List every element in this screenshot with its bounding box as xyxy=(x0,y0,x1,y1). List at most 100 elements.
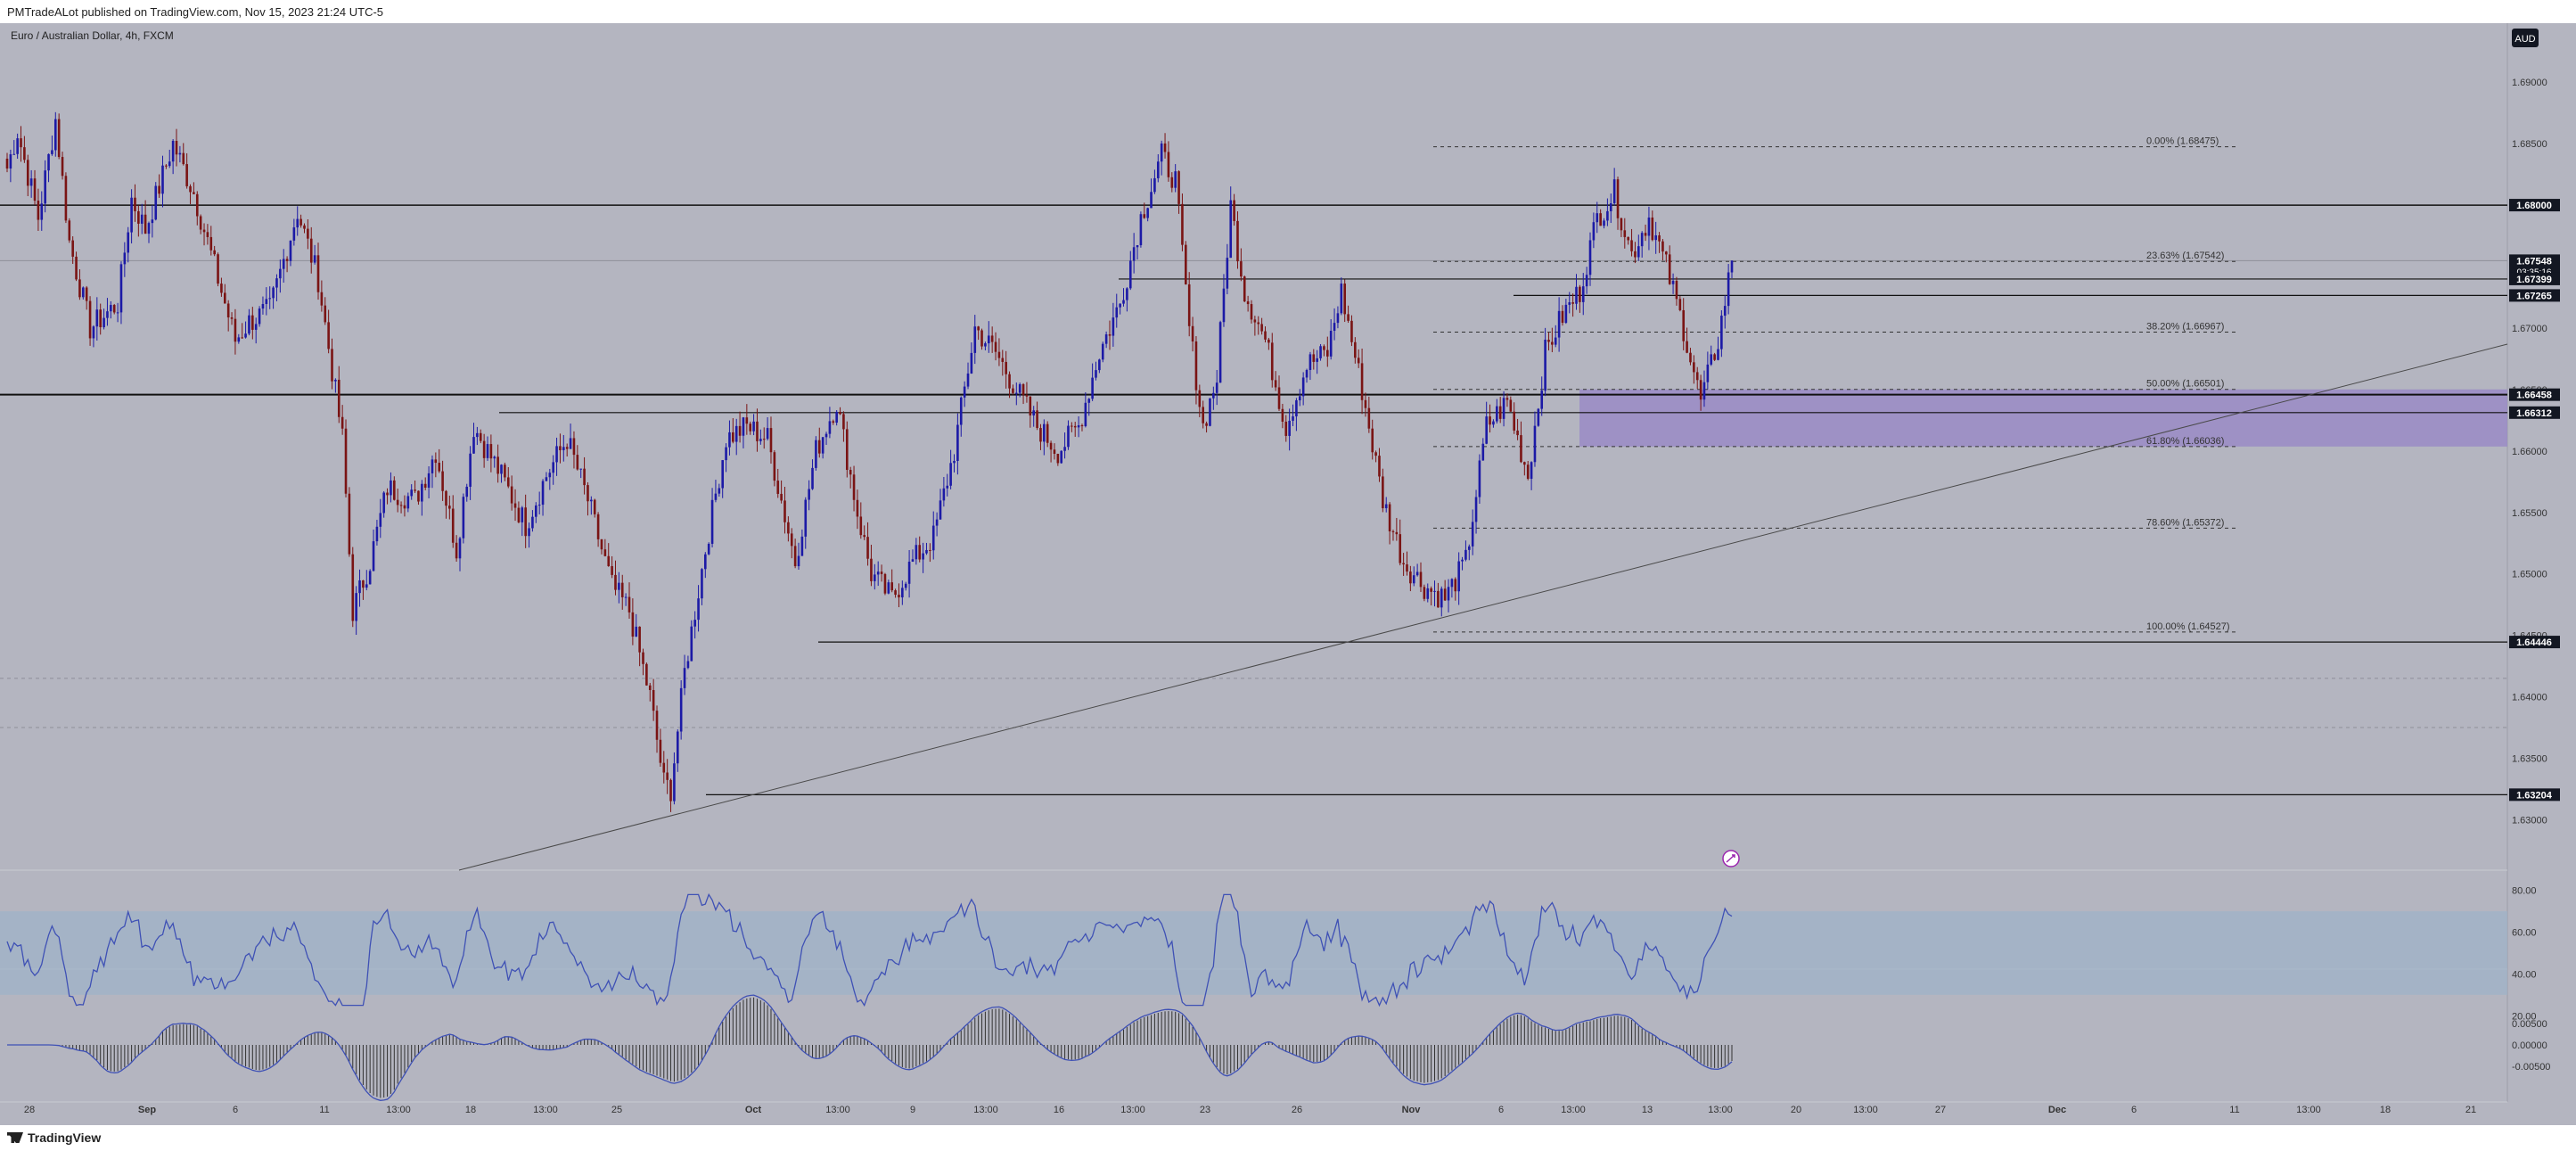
time-tick-label: 16 xyxy=(1054,1105,1064,1115)
macd-tick-label: 0.00000 xyxy=(2512,1040,2547,1051)
candle-body xyxy=(1326,349,1329,357)
candle-body xyxy=(244,333,247,338)
candle-body xyxy=(1671,280,1675,284)
candle-body xyxy=(1112,317,1115,336)
currency-button[interactable]: AUD xyxy=(2512,29,2539,47)
candle-body xyxy=(559,446,562,450)
candle-body xyxy=(537,505,541,506)
fib-level-label: 100.00% (1.64527) xyxy=(2146,621,2230,632)
candle-body xyxy=(504,465,506,478)
candle-body xyxy=(970,352,973,374)
candle-body xyxy=(1163,143,1167,152)
candle-body xyxy=(1430,588,1432,592)
candle-body xyxy=(1544,340,1546,391)
candle-body xyxy=(1025,394,1029,397)
candle-body xyxy=(234,318,237,342)
candle-body xyxy=(1415,571,1419,576)
publish-header: PMTradeALot published on TradingView.com… xyxy=(0,0,2576,24)
price-badge xyxy=(2509,788,2560,802)
candle-body xyxy=(119,264,123,313)
candle-body xyxy=(355,593,357,621)
tradingview-logo: TradingView xyxy=(7,1130,101,1145)
candle-body xyxy=(821,437,824,454)
candle-body xyxy=(1136,244,1139,248)
candle-body xyxy=(351,554,355,621)
candle-body xyxy=(296,218,299,228)
candle-body xyxy=(1557,310,1561,338)
candle-body xyxy=(1409,571,1412,584)
sync-icon[interactable] xyxy=(1722,850,1740,867)
candle-body xyxy=(123,252,127,265)
candle-body xyxy=(44,170,46,204)
candle-body xyxy=(759,439,762,441)
candle-body xyxy=(1218,322,1222,383)
candle-body xyxy=(1198,390,1202,407)
candle-body xyxy=(1374,452,1377,456)
price-badge-label: 1.68000 xyxy=(2516,201,2552,211)
candle-body xyxy=(1015,392,1018,394)
candle-body xyxy=(977,326,980,331)
candle-body xyxy=(1350,320,1353,342)
candle-body xyxy=(1447,587,1450,601)
price-chart[interactable]: 0.00% (1.68475) 23.63% (1.67542) 38.20% (1… xyxy=(0,23,2576,1125)
candle-body xyxy=(161,165,164,194)
candle-body xyxy=(925,549,928,554)
candle-body xyxy=(662,762,666,773)
candle-body xyxy=(701,569,703,599)
candle-body xyxy=(756,421,759,441)
candle-body xyxy=(666,772,669,780)
candle-body xyxy=(1461,559,1464,562)
fib-level-label: 23.63% (1.67542) xyxy=(2146,251,2224,261)
candle-body xyxy=(1122,300,1125,304)
candle-body xyxy=(1474,497,1478,522)
candle-body xyxy=(185,164,188,186)
candle-body xyxy=(1678,299,1682,310)
candle-body xyxy=(1323,346,1325,350)
candle-body xyxy=(579,468,583,470)
candle-body xyxy=(165,165,168,167)
candle-body xyxy=(780,493,783,501)
candle-body xyxy=(171,141,175,162)
candle-body xyxy=(1526,465,1530,480)
candle-body xyxy=(1419,571,1423,588)
candle-body xyxy=(1509,399,1513,412)
price-badge xyxy=(2509,289,2560,302)
candle-body xyxy=(742,417,745,436)
price-tick-label: 1.65000 xyxy=(2512,570,2547,580)
candle-body xyxy=(1126,288,1128,300)
candle-body xyxy=(1530,462,1533,480)
candle-body xyxy=(1215,382,1218,393)
candle-body xyxy=(406,496,410,509)
time-tick-label: 13:00 xyxy=(973,1105,998,1115)
macd-tick-label: -0.00500 xyxy=(2512,1062,2550,1073)
candle-body xyxy=(935,519,939,526)
candle-body xyxy=(1457,561,1460,592)
candle-body xyxy=(1502,398,1505,419)
rsi-tick-label: 60.00 xyxy=(2512,928,2537,939)
candle-body xyxy=(922,553,924,560)
candle-body xyxy=(1049,442,1053,450)
candle-body xyxy=(787,522,790,534)
candle-body xyxy=(1710,354,1713,365)
candle-body xyxy=(1540,391,1544,409)
candle-body xyxy=(1384,504,1388,509)
time-tick-label: 21 xyxy=(2465,1105,2476,1115)
candle-body xyxy=(451,508,455,543)
candle-body xyxy=(1036,410,1038,429)
candle-body xyxy=(874,574,876,581)
candle-body xyxy=(1156,161,1160,178)
candle-body xyxy=(973,326,977,353)
candle-body xyxy=(565,447,569,449)
candle-body xyxy=(1596,213,1599,223)
candle-body xyxy=(1554,337,1557,345)
candle-body xyxy=(652,689,655,711)
candle-body xyxy=(631,612,635,637)
candle-body xyxy=(1246,301,1250,305)
candle-body xyxy=(1513,411,1516,431)
time-tick-label: Oct xyxy=(745,1105,762,1115)
candle-body xyxy=(1292,416,1294,421)
candle-body xyxy=(51,150,53,154)
candle-body xyxy=(783,500,786,522)
candle-body xyxy=(1378,456,1381,477)
